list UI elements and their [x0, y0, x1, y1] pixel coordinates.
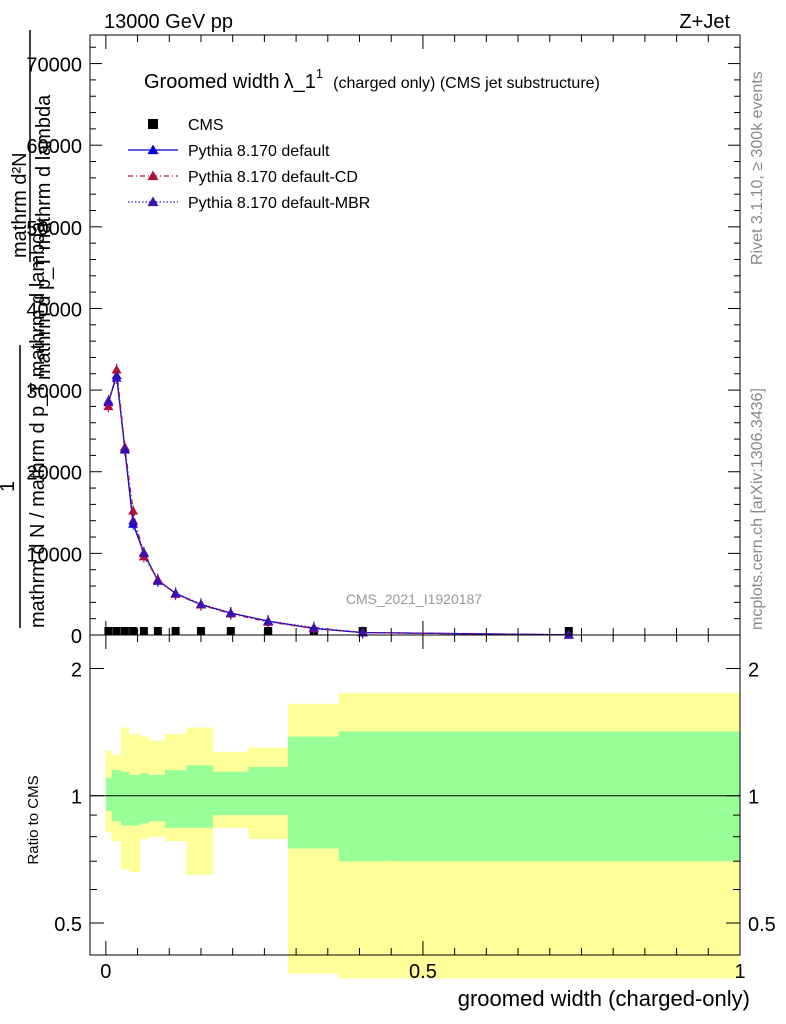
cms-data-point	[196, 627, 205, 635]
main-y-tick-label: 10000	[26, 544, 82, 566]
ratio-y-tick-label: 1	[71, 787, 82, 809]
series-marker-3	[119, 443, 130, 453]
ratio-band-green	[287, 736, 339, 849]
cms-data-point	[112, 627, 121, 635]
main-panel: 0 10000 20000 30000 40000 50000 60000 70000 CMS…	[26, 34, 741, 648]
series-marker-3	[225, 607, 236, 617]
main-ylabel-numerator: mathrm d²N	[9, 152, 31, 258]
main-y-tick-label: 30000	[26, 381, 82, 403]
main-y-axis: 0 10000 20000 30000 40000 50000 60000 70000	[26, 46, 740, 648]
ratio-band-green	[338, 731, 392, 862]
ratio-y-tick-label: 0.5	[54, 914, 82, 936]
series-marker-3	[357, 627, 368, 637]
rivet-version-label: Rivet 3.1.10, ≥ 300k events	[749, 71, 766, 265]
header-process-label: Z+Jet	[679, 11, 730, 33]
ratio-y-axis: 0.5 0.5 1 1 2 2	[54, 659, 776, 936]
series-marker-2	[111, 364, 122, 374]
main-y-tick-label: 70000	[26, 55, 82, 77]
cms-data-point	[226, 627, 235, 635]
x-axis-label: groomed width (charged-only)	[458, 986, 750, 1011]
x-tick-label: 1	[734, 961, 745, 983]
plot-title-suffix: (charged only) (CMS jet substructure)	[333, 75, 600, 92]
header-energy-label: 13000 GeV pp	[104, 11, 233, 33]
series-marker-3	[563, 629, 574, 639]
ratio-y-tick-label-right: 1	[748, 787, 759, 809]
main-y-tick-label: 0	[71, 626, 82, 648]
legend-label: Pythia 8.170 default-CD	[188, 169, 358, 186]
legend-marker-cms	[148, 119, 158, 129]
ratio-band-green	[148, 774, 165, 822]
legend-marker	[147, 196, 159, 207]
main-ylabel-prefactor: mathrm d N / mathrm d p_T mathrm d lambd…	[27, 221, 49, 628]
mcplots-reference-label: mcplots.cern.ch [arXiv:1306.3436]	[749, 388, 766, 630]
legend-label: CMS	[188, 117, 224, 134]
ratio-y-tick-label: 2	[71, 659, 82, 681]
main-ylabel-one: 1	[0, 481, 19, 492]
plot-title-superscript: 1	[316, 66, 323, 81]
cms-data-point	[129, 627, 138, 635]
ratio-y-tick-label-right: 2	[748, 659, 759, 681]
ratio-band-green	[129, 774, 141, 826]
ratio-bands	[105, 692, 740, 979]
series-marker-3	[111, 372, 122, 382]
series-marker-3	[195, 598, 206, 608]
cms-data-point	[264, 627, 273, 635]
ratio-band-green	[121, 771, 130, 826]
x-axis: 0 0.5 1	[100, 635, 746, 983]
series-marker-3	[152, 576, 163, 585]
ratio-frame	[89, 634, 741, 956]
cms-data-point	[104, 627, 113, 635]
series-marker-3	[128, 515, 139, 525]
ratio-ylabel: Ratio to CMS	[25, 775, 42, 864]
series-marker-3	[263, 616, 274, 625]
legend-marker	[147, 144, 159, 155]
ratio-band-green	[213, 771, 249, 816]
main-y-tick-label: 50000	[26, 218, 82, 240]
ratio-band-green	[186, 765, 214, 828]
series-marker-3	[138, 547, 149, 557]
plot-title-lambda: λ_1	[284, 71, 316, 93]
ratio-panel: 0.5 0.51 12 2 0 0.5 1 Ratio to CMS	[25, 634, 776, 983]
legend-label: Pythia 8.170 default	[188, 143, 330, 160]
legend: CMS Pythia 8.170 default Pythia 8.170 defa…	[128, 117, 370, 212]
series-marker-2	[128, 505, 139, 515]
ratio-band-green	[105, 778, 112, 812]
analysis-watermark: CMS_2021_I1920187	[346, 591, 482, 607]
cms-data-point	[171, 627, 180, 635]
ratio-band-green	[248, 766, 288, 816]
series-marker-3	[170, 588, 181, 598]
legend-label: Pythia 8.170 default-MBR	[188, 195, 370, 212]
plot-title: Groomed width λ_11 (charged only) (CMS jet…	[144, 66, 600, 93]
ratio-band-green	[140, 773, 149, 824]
cms-data-point	[120, 627, 129, 635]
series-layer	[103, 363, 574, 639]
ratio-band-green	[391, 731, 740, 862]
x-tick-label: 0	[100, 961, 111, 983]
main-y-tick-label: 20000	[26, 463, 82, 485]
cms-data-point	[139, 627, 148, 635]
ratio-band-green	[164, 770, 187, 828]
ratio-y-tick-label-right: 0.5	[748, 914, 776, 936]
series-marker-3	[308, 622, 319, 632]
main-y-tick-label: 40000	[26, 299, 82, 321]
cms-data-point	[153, 627, 162, 635]
main-ylabel-denominator: mathrm d p_T mathrm d lambda	[33, 94, 55, 380]
main-y-tick-label: 60000	[26, 136, 82, 158]
x-tick-label: 0.5	[409, 961, 437, 983]
plot-title-main: Groomed width	[144, 71, 280, 93]
legend-marker	[147, 170, 159, 181]
series-marker-3	[103, 395, 114, 405]
